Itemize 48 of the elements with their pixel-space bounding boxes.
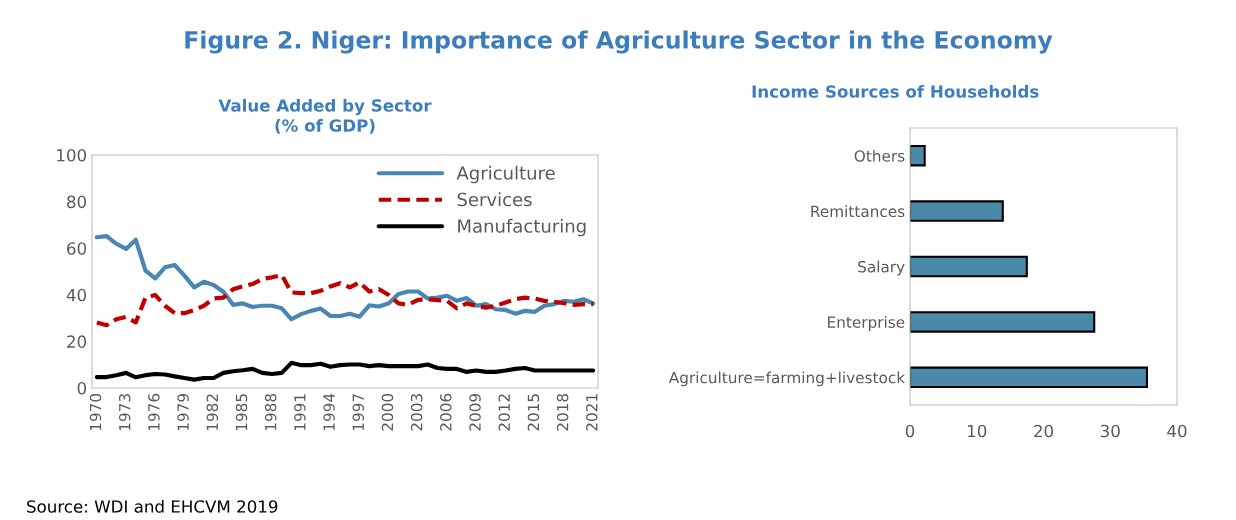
x-tick-label: 1997 — [352, 394, 365, 431]
x-tick-label: 1991 — [294, 394, 306, 431]
y-tick-label: Agriculture=farming+livestock — [668, 371, 906, 387]
y-tick-label: 100 — [57, 148, 87, 162]
y-tick-label: Enterprise — [828, 316, 905, 331]
legend-label: Agriculture — [456, 165, 555, 184]
chart-subtitle: Value Added by Sector (% of GDP) — [218, 98, 432, 134]
x-tick-label: 2009 — [469, 393, 481, 431]
y-tick-label: Remittances — [811, 205, 905, 218]
x-tick-label: 30 — [1100, 424, 1120, 438]
x-tick-label: 2018 — [556, 393, 569, 431]
y-tick-label: Salary — [858, 260, 905, 276]
legend-label: Services — [457, 192, 532, 207]
bar — [910, 311, 1096, 333]
x-tick-label: 2015 — [527, 394, 540, 431]
bar — [910, 200, 1004, 222]
x-tick-label: 1985 — [235, 394, 248, 431]
y-tick-label: 20 — [67, 335, 87, 348]
y-tick-label: 80 — [67, 195, 87, 209]
legend-label: Manufacturing — [458, 218, 586, 237]
x-tick-label: 40 — [1167, 424, 1187, 438]
chart-title: Figure 2. Niger: Importance of Agriculture Sector in the Economy — [185, 30, 1053, 54]
x-tick-label: 0 — [905, 424, 915, 438]
x-tick-label: 2012 — [498, 394, 510, 431]
y-tick-label: 0 — [77, 381, 87, 395]
y-tick-label: Others — [854, 149, 905, 162]
x-tick-label: 1988 — [264, 393, 277, 431]
x-tick-label: 1994 — [323, 393, 335, 431]
x-tick-label: 2021 — [586, 394, 598, 431]
x-tick-label: 1970 — [89, 393, 102, 431]
y-tick-label: 60 — [67, 242, 87, 255]
x-tick-label: 10 — [967, 424, 987, 438]
x-tick-label: 1973 — [118, 394, 131, 431]
source-note: Source: WDI and EHCVM 2019 — [27, 499, 278, 513]
x-tick-label: 20 — [1034, 424, 1053, 438]
x-tick-label: 1982 — [206, 394, 219, 431]
x-tick-label: 1976 — [148, 393, 160, 431]
chart-title: Income Sources of Households — [752, 84, 1039, 98]
x-tick-label: 1979 — [177, 393, 189, 431]
x-tick-label: 2000 — [381, 393, 394, 431]
y-tick-label: 40 — [66, 288, 87, 302]
x-tick-label: 2003 — [410, 394, 423, 431]
bar — [910, 255, 1028, 278]
line-series — [94, 272, 596, 328]
line-series — [94, 360, 596, 382]
x-tick-label: 2006 — [440, 393, 452, 431]
bar — [910, 144, 926, 167]
bar — [910, 366, 1148, 389]
